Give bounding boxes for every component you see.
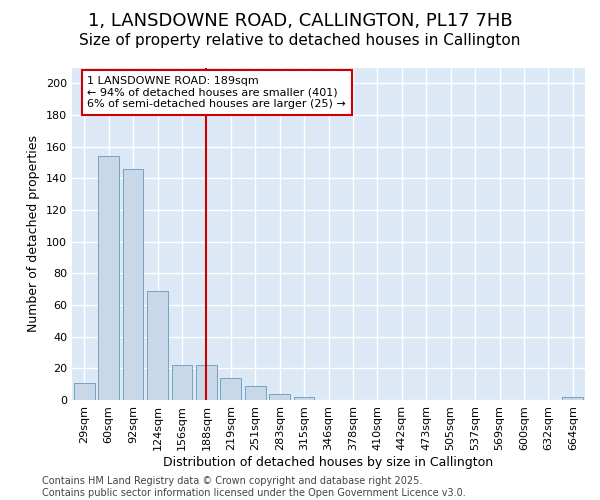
Bar	[196, 365, 217, 400]
Text: Size of property relative to detached houses in Callington: Size of property relative to detached ho…	[79, 32, 521, 48]
X-axis label: Distribution of detached houses by size in Callington: Distribution of detached houses by size …	[163, 456, 494, 468]
Bar	[562, 397, 583, 400]
Bar	[293, 397, 314, 400]
Bar	[74, 382, 95, 400]
Bar	[122, 169, 143, 400]
Bar	[245, 386, 266, 400]
Text: 1, LANSDOWNE ROAD, CALLINGTON, PL17 7HB: 1, LANSDOWNE ROAD, CALLINGTON, PL17 7HB	[88, 12, 512, 30]
Y-axis label: Number of detached properties: Number of detached properties	[28, 135, 40, 332]
Bar	[172, 365, 193, 400]
Bar	[220, 378, 241, 400]
Bar	[98, 156, 119, 400]
Bar	[147, 291, 168, 400]
Text: Contains HM Land Registry data © Crown copyright and database right 2025.
Contai: Contains HM Land Registry data © Crown c…	[42, 476, 466, 498]
Text: 1 LANSDOWNE ROAD: 189sqm
← 94% of detached houses are smaller (401)
6% of semi-d: 1 LANSDOWNE ROAD: 189sqm ← 94% of detach…	[88, 76, 346, 109]
Bar	[269, 394, 290, 400]
